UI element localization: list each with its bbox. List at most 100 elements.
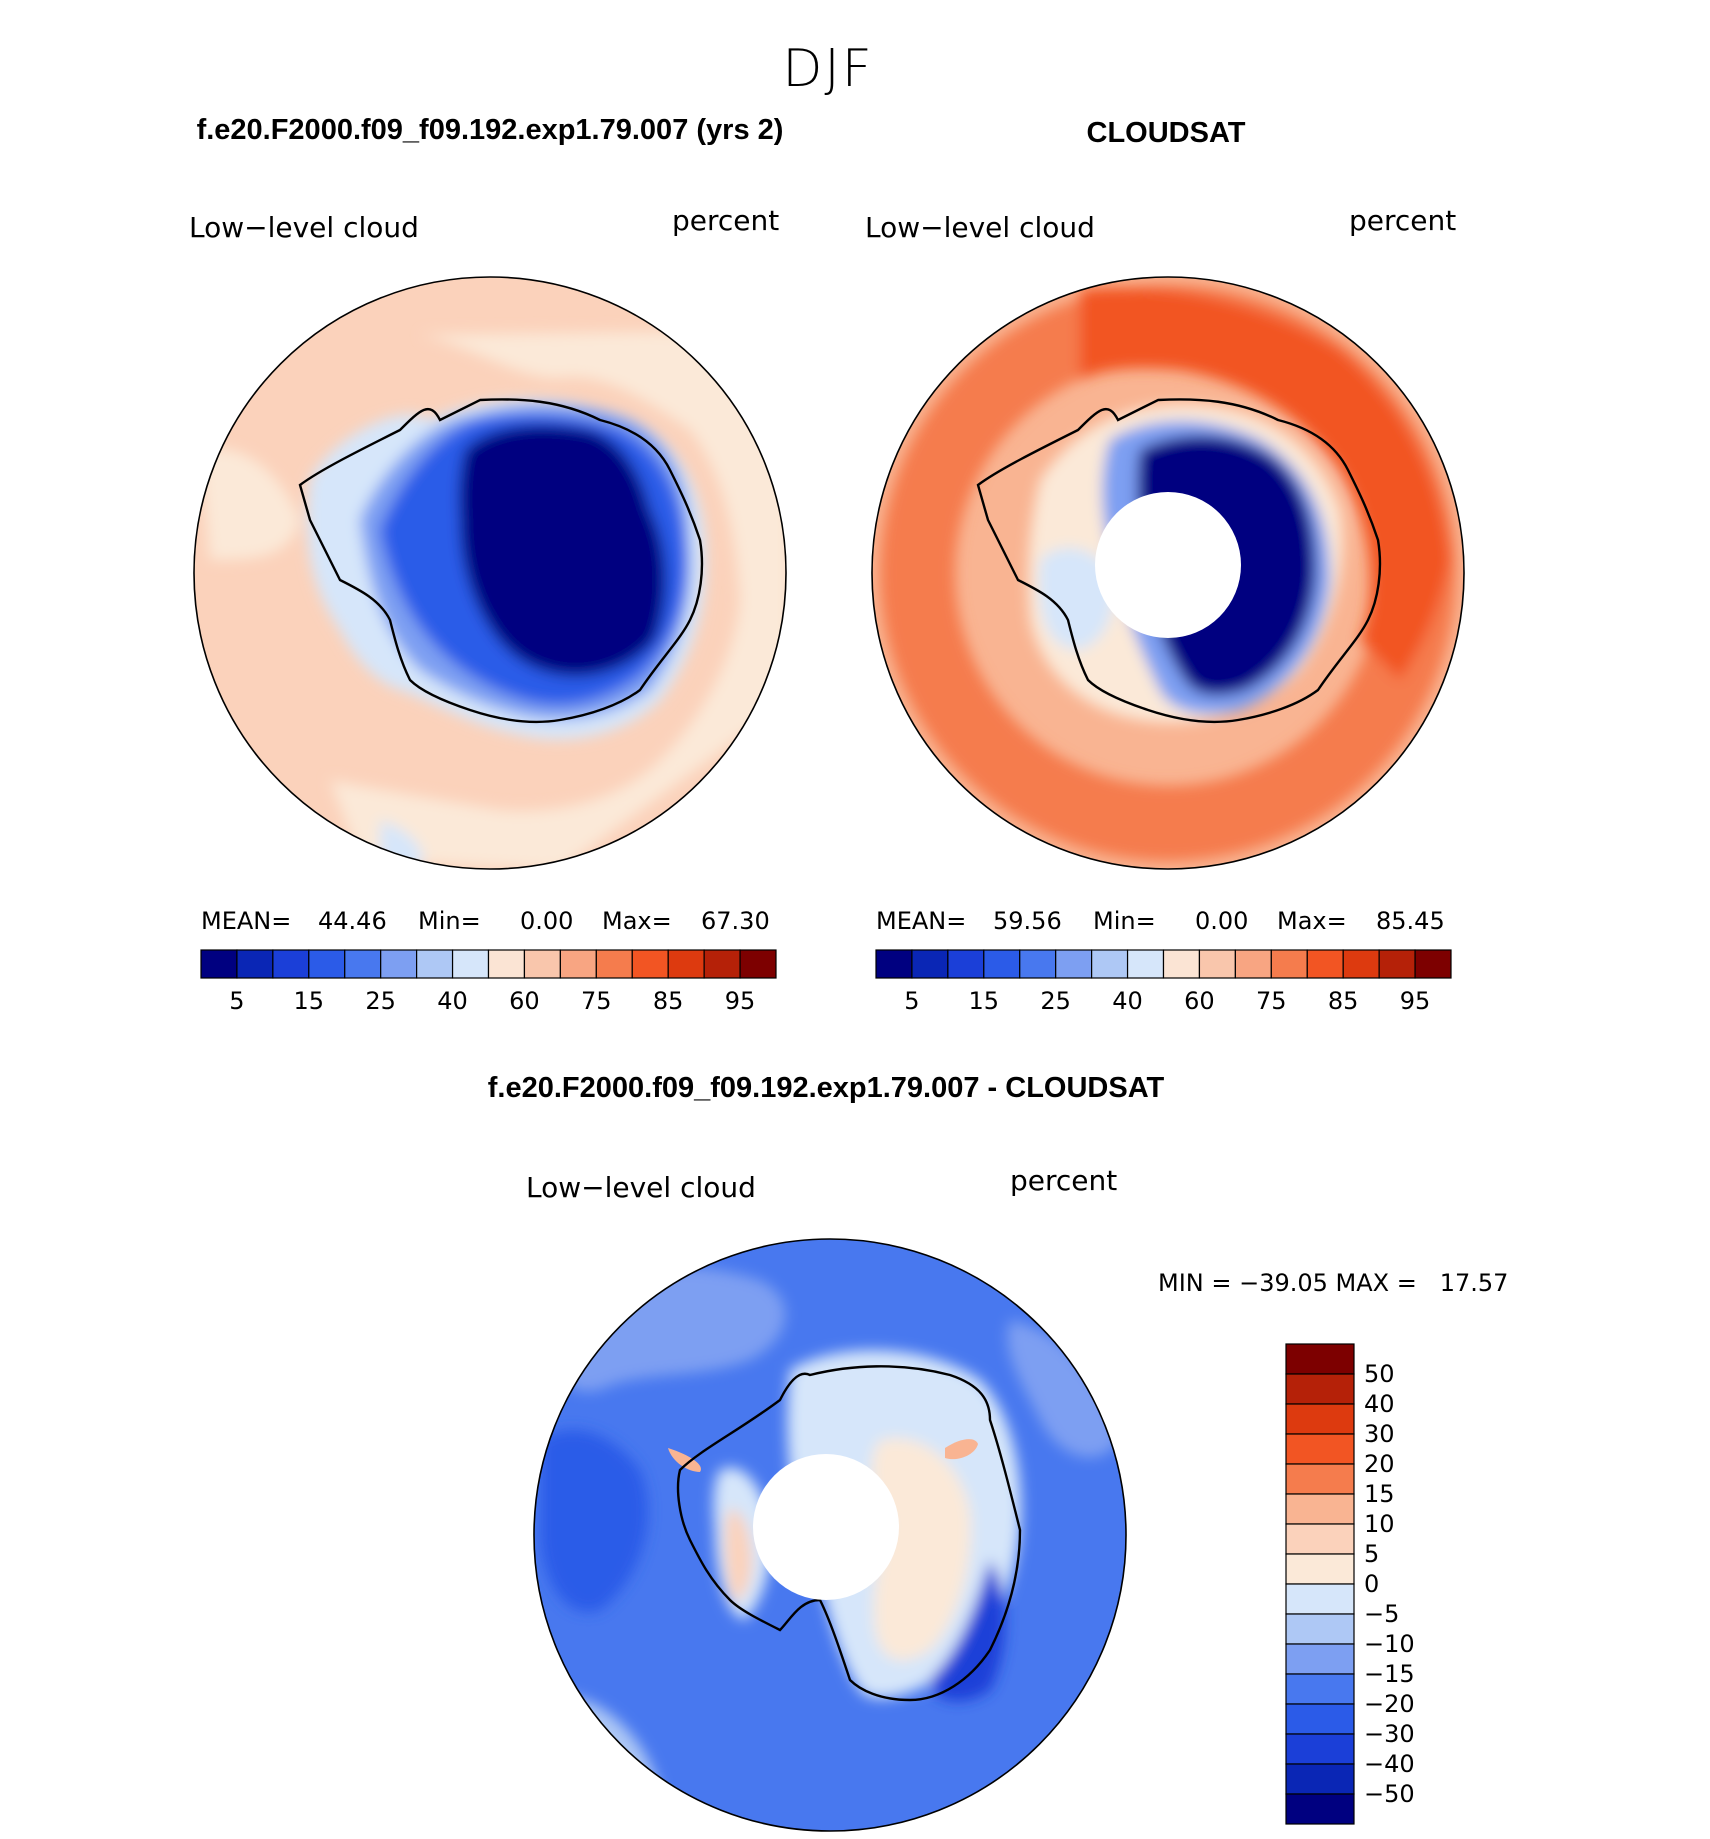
panel2-polar-hole [1095, 492, 1241, 638]
panel2-variable-label: Low−level cloud [865, 211, 1095, 244]
diff-colorbar-swatch [1285, 1733, 1355, 1765]
panel1-max-value: 67.30 [701, 907, 770, 935]
panel2-colorbar-swatch [1055, 949, 1093, 979]
diff-colorbar-swatch [1285, 1433, 1355, 1465]
panel1-colorbar-tick-label: 15 [294, 987, 325, 1015]
diff-colorbar-tick-label: 20 [1364, 1450, 1395, 1478]
diff-map-border [533, 1238, 1127, 1832]
panel1-colorbar-swatch [703, 949, 741, 979]
diff-colorbar-tick-label: 30 [1364, 1420, 1395, 1448]
panel1-colorbar-tick-label: 60 [509, 987, 540, 1015]
diff-positive-spot-2 [668, 1448, 701, 1472]
panel2-colorbar-swatch [875, 949, 913, 979]
panel1-coastline [298, 398, 704, 724]
panel1-colorbar-swatch [416, 949, 454, 979]
panel2-colorbar-tick-label: 85 [1328, 987, 1359, 1015]
panel2-mean-value: 59.56 [993, 907, 1062, 935]
panel1-colorbar-swatch [667, 949, 705, 979]
panel1-colorbar-swatch [739, 949, 777, 979]
panel2-field-west-lowcloud [1039, 547, 1114, 650]
diff-map [533, 1238, 1127, 1832]
panel2-coastline [976, 398, 1382, 724]
panel1-colorbar-swatch [559, 949, 597, 979]
panel2-colorbar-swatch [1019, 949, 1057, 979]
panel1-colorbar-tick-label: 40 [437, 987, 468, 1015]
diff-colorbar-swatch [1285, 1583, 1355, 1615]
panel1-colorbar-tick-label: 75 [581, 987, 612, 1015]
panel1-colorbar: 5 15 25 40 60 75 85 95 [200, 949, 777, 1015]
panel2-stats: MEAN= 59.56 Min= 0.00 Max= 85.45 [876, 907, 1445, 935]
panel1-colorbar-tick-label: 85 [653, 987, 684, 1015]
panel2-colorbar-tick-label: 75 [1256, 987, 1287, 1015]
panel2-colorbar-tick-label: 5 [904, 987, 919, 1015]
diff-colorbar-tick-label: −50 [1364, 1780, 1415, 1808]
diff-colorbar-swatch [1285, 1373, 1355, 1405]
diff-colorbar-tick-label: −30 [1364, 1720, 1415, 1748]
panel2-units-label: percent [1349, 204, 1456, 237]
diff-positive-spot-1 [945, 1439, 978, 1460]
panel1-colorbar-swatch [236, 949, 274, 979]
panel1-field-light-west [200, 448, 300, 560]
panel2-colorbar: 5 15 25 40 60 75 85 95 [875, 949, 1452, 1015]
panel1-mean-value: 44.46 [318, 907, 387, 935]
diff-field-dark-ring-w [540, 1430, 648, 1612]
diff-colorbar-tick-label: 15 [1364, 1480, 1395, 1508]
diff-colorbar-tick-label: −10 [1364, 1630, 1415, 1658]
panel1-min-label: Min= [418, 907, 481, 935]
panel2-min-label: Min= [1093, 907, 1156, 935]
panel2-mean-label: MEAN= [876, 907, 966, 935]
panel1-variable-label: Low−level cloud [189, 211, 419, 244]
diff-colorbar-tick-label: 10 [1364, 1510, 1395, 1538]
diff-coastline [676, 1365, 1022, 1702]
diff-colorbar-swatch [1285, 1793, 1355, 1825]
diff-colorbar-tick-label: −5 [1364, 1600, 1399, 1628]
panel2-colorbar-swatch [1126, 949, 1165, 979]
panel2-colorbar-swatch [1378, 949, 1416, 979]
panel2-min-value: 0.00 [1195, 907, 1248, 935]
panel2-max-value: 85.45 [1376, 907, 1445, 935]
panel2-colorbar-swatch [1091, 949, 1129, 979]
panel2-colorbar-tick-label: 40 [1112, 987, 1143, 1015]
panel1-map-border [193, 276, 787, 870]
diff-colorbar-swatch [1285, 1523, 1355, 1555]
panel2-colorbar-swatch [1162, 949, 1201, 979]
panel1-colorbar-tick-label: 95 [725, 987, 756, 1015]
panel2-colorbar-swatch [1342, 949, 1380, 979]
panel1-colorbar-swatch [451, 949, 490, 979]
panel1-colorbar-swatch [487, 949, 526, 979]
diff-colorbar-swatch [1285, 1403, 1355, 1435]
diff-colorbar-swatch [1285, 1493, 1355, 1525]
panel2-colorbar-swatch [1234, 949, 1272, 979]
diff-field-ice-edge-dark [930, 1560, 1005, 1701]
panel1-colorbar-swatch [272, 949, 310, 979]
panel1-max-label: Max= [602, 907, 672, 935]
panel2-colorbar-swatch [947, 949, 985, 979]
panel1-colorbar-swatch [631, 949, 669, 979]
panel2-colorbar-tick-label: 15 [969, 987, 1000, 1015]
panel2-colorbar-swatch [1270, 949, 1308, 979]
panel2-colorbar-swatch [1306, 949, 1344, 979]
panel2-map [871, 276, 1465, 870]
panel2-colorbar-tick-label: 60 [1184, 987, 1215, 1015]
panel2-title: CLOUDSAT [1087, 117, 1246, 149]
diff-colorbar-tick-label: −40 [1364, 1750, 1415, 1778]
diff-colorbar-tick-label: 5 [1364, 1540, 1379, 1568]
panel1-colorbar-tick-label: 5 [229, 987, 244, 1015]
panel1-map [193, 276, 787, 870]
panel1-mean-label: MEAN= [201, 907, 291, 935]
diff-colorbar-tick-label: 40 [1364, 1390, 1395, 1418]
panel1-min-value: 0.00 [520, 907, 573, 935]
panel1-colorbar-tick-label: 25 [365, 987, 396, 1015]
panel1-colorbar-swatch [344, 949, 382, 979]
diff-colorbar-swatch [1285, 1763, 1355, 1795]
diff-colorbar-tick-label: −20 [1364, 1690, 1415, 1718]
panel1-colorbar-swatch [200, 949, 238, 979]
diff-field-continent-positive [871, 1438, 971, 1661]
diff-colorbar-swatch [1285, 1703, 1355, 1735]
panel1-stats: MEAN= 44.46 Min= 0.00 Max= 67.30 [201, 907, 770, 935]
diff-colorbar-swatch [1285, 1643, 1355, 1675]
diff-colorbar-swatch [1285, 1463, 1355, 1495]
diff-minmax-label: MIN = −39.05 MAX = 17.57 [1158, 1269, 1508, 1297]
